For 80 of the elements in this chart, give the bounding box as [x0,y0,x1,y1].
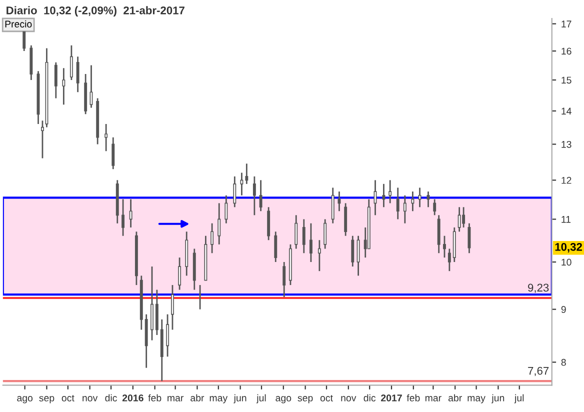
candlestick [122,198,125,237]
candlestick [443,235,446,258]
y-tick-label: 15 [562,76,572,84]
candlestick [259,179,262,212]
candlestick [240,172,244,196]
x-tick-label: jul [514,394,524,404]
candlestick [388,179,392,204]
candlestick [218,202,221,246]
x-tick-label: mar [425,396,442,402]
x-tick-label: jun [491,394,504,404]
candlestick [318,239,321,272]
y-tick-label: 9 [561,306,566,313]
y-tick-label: 10 [562,258,572,266]
candlestick [224,194,228,224]
x-tick-label: nov [341,396,356,402]
x-tick-label: oct [62,395,74,402]
x-tick-label: may [210,396,228,404]
candlestick [274,230,278,263]
y-tick-label: 12 [562,176,572,184]
x-tick-label: ago [276,396,292,404]
candlestick [171,284,174,330]
x-tick-label: 2016 [122,394,144,402]
x-tick-label: abr [448,394,462,402]
candlestick [54,62,58,100]
candlestick [282,261,286,298]
candlestick [448,248,451,272]
candlestick [458,206,461,232]
ref-line-label: 9,23 [528,284,549,293]
candlestick [324,218,327,250]
candlestick [245,162,248,185]
candlestick [166,314,170,358]
candlestick [112,136,115,170]
y-tick-label: 13 [562,140,572,148]
x-tick-label: jul [256,394,266,404]
y-tick-label: 14 [562,108,572,114]
x-tick-label: oct [320,395,333,402]
x-tick-label: mar [168,396,184,402]
x-tick-label: abr [190,394,204,402]
x-tick-label: jun [234,394,246,404]
candlestick [104,123,108,152]
y-tick-label: 11 [562,216,571,223]
candlestick [331,187,334,224]
chart-title: Diario 10,32 (-2,09%) 21-abr-2017 [6,6,184,17]
x-tick-label: sep [298,396,313,404]
x-tick-label: dic [364,394,376,402]
ref-line-label: 7,67 [528,366,549,376]
candlestick [41,120,44,159]
x-tick-label: dic [105,394,117,402]
candlestick [433,198,436,216]
candlestick [70,44,73,81]
candlestick [210,222,214,254]
candlestick [178,256,182,290]
x-tick-label: 2017 [381,394,402,402]
candlestick [338,190,341,212]
candlestick [309,222,312,263]
candlestick [76,56,80,93]
x-tick-label: sep [39,396,54,404]
x-tick-label: may [468,396,486,404]
x-tick-label: nov [82,396,98,402]
candlestick [356,235,360,276]
x-tick-label: feb [406,394,420,402]
candlestick [403,194,406,224]
annotation: 10,32 [555,242,582,252]
candlestick [411,190,414,212]
y-tick-label: 16 [562,48,572,55]
annotation: Precio [5,20,32,28]
candlestick [233,176,236,208]
candlestick [396,187,400,220]
candlestick [252,176,256,216]
candlestick [302,218,306,254]
candlestick [462,206,466,228]
candlestick [62,67,66,106]
candlestick [294,214,298,250]
candlestick [351,235,354,268]
candlestick [129,198,132,228]
y-tick-label: 17 [562,20,572,28]
candlestick [468,222,471,254]
y-tick-label: 8 [561,358,566,366]
x-tick-label: ago [17,396,33,404]
x-tick-label: feb [148,394,162,402]
